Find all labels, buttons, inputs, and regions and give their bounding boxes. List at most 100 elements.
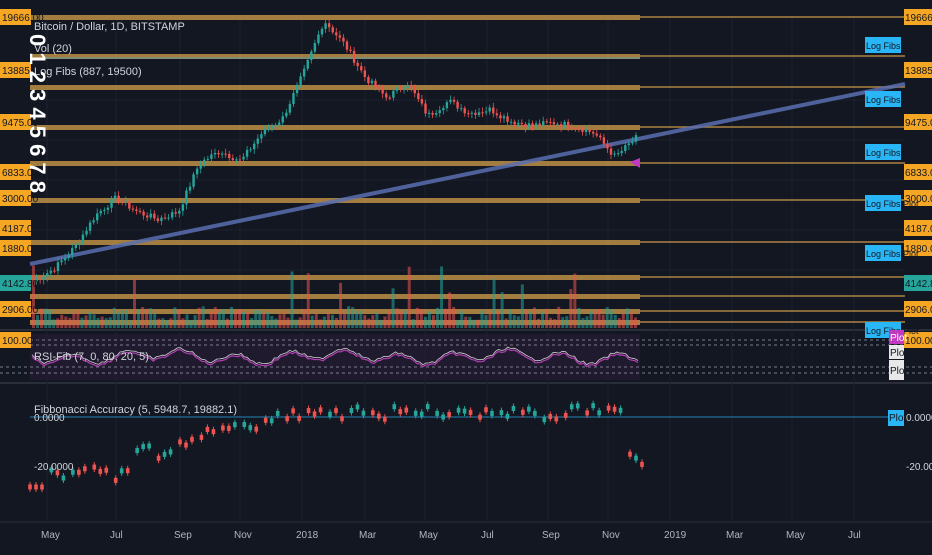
plot-tag-label: Log Fibs:Plot <box>866 199 919 209</box>
volume-bar <box>436 307 439 328</box>
volume-bar <box>391 288 395 328</box>
price-candle <box>49 270 53 274</box>
volume-legend[interactable]: Vol (20) <box>34 43 72 55</box>
fib-band <box>30 294 640 299</box>
price-candle <box>317 34 320 44</box>
time-axis[interactable]: May Jul Sep Nov 2018 Mar May Jul Sep Nov 2019 Mar Ma… <box>41 530 861 541</box>
volume-bar <box>545 308 549 328</box>
volume-bar <box>318 319 322 328</box>
volume-bar <box>193 315 197 328</box>
volume-bar <box>492 278 496 328</box>
price-candle <box>231 158 235 161</box>
volume-bar <box>213 307 217 328</box>
price-candle <box>238 159 242 161</box>
price-candle <box>434 113 438 115</box>
accuracy-point <box>40 484 44 490</box>
price-candle <box>402 88 406 90</box>
accuracy-point <box>383 416 387 422</box>
accuracy-point <box>83 466 87 472</box>
accuracy-point <box>548 413 553 419</box>
accuracy-point <box>312 411 317 417</box>
accuracy-point <box>211 429 216 435</box>
volume-bar <box>347 306 351 328</box>
accuracy-point <box>441 414 445 420</box>
symbol-title[interactable]: Bitcoin / Dollar, 1D, BITSTAMP <box>34 21 185 33</box>
accuracy-point <box>521 409 525 415</box>
rsi-legend[interactable]: RSI-Fib (7, 0, 80, 20, 5) <box>34 351 149 363</box>
price-candle <box>178 210 181 214</box>
price-candle <box>477 112 481 115</box>
price-candle <box>563 121 566 127</box>
volume-bar <box>537 318 540 328</box>
price-candle <box>128 201 131 209</box>
price-candle <box>395 87 399 91</box>
accuracy-legend[interactable]: Fibbonacci Accuracy (5, 5948.7, 19882.1) <box>34 404 237 416</box>
accuracy-point <box>275 410 280 416</box>
volume-bar <box>488 312 492 328</box>
volume-bar <box>145 308 149 328</box>
plot-tag-label: Log Fibs:Plot <box>866 148 919 158</box>
accuracy-point <box>340 416 344 422</box>
accuracy-point <box>398 409 403 415</box>
volume-bar <box>343 313 347 328</box>
left-price-tag-label: 1880.00 <box>2 244 39 255</box>
price-candle <box>185 190 188 205</box>
volume-bar <box>153 313 157 328</box>
log-fibs-legend[interactable]: Log Fibs (887, 19500) <box>34 66 142 78</box>
volume-bar <box>419 308 423 328</box>
volume-bar <box>44 308 48 328</box>
volume-bar <box>456 319 460 328</box>
price-candle <box>406 85 409 89</box>
volume-bar <box>326 312 330 328</box>
log-fibs-plot-tags: Log Fibs:Plot Log Fibs:Plot Log Fibs:Plot L… <box>865 37 919 338</box>
time-axis-label: Nov <box>234 530 252 541</box>
volume-bar <box>141 307 145 328</box>
price-candle <box>481 112 484 114</box>
price-candle <box>213 152 217 155</box>
accuracy-point <box>113 477 118 483</box>
price-candle <box>310 51 313 60</box>
volume-bar <box>84 315 88 328</box>
price-candle <box>60 260 63 263</box>
price-candle <box>249 149 252 151</box>
left-price-tag <box>0 301 31 317</box>
accuracy-point <box>612 406 617 412</box>
price-candle <box>349 49 352 51</box>
volume-bar <box>609 309 613 328</box>
volume-bar <box>464 316 468 328</box>
volume-bar <box>549 317 553 328</box>
volume-bar <box>593 310 597 328</box>
price-candle <box>163 217 167 219</box>
accuracy-point <box>221 425 225 431</box>
volume-bar <box>52 319 56 328</box>
price-candle <box>591 131 595 134</box>
plot-tag <box>865 195 901 211</box>
price-candle <box>449 99 452 103</box>
volume-bar <box>528 311 532 328</box>
accuracy-zero-label-left: 0.0000 <box>34 413 65 424</box>
volume-bar <box>597 309 601 328</box>
right-price-tag-label: 19666.00 <box>905 13 932 24</box>
time-axis-label: May <box>786 530 805 541</box>
volume-bar <box>589 311 593 328</box>
accuracy-point <box>184 442 188 448</box>
price-candle <box>445 102 449 109</box>
price-candle <box>513 121 516 125</box>
left-price-tag <box>0 190 31 206</box>
volume-bar <box>500 292 504 328</box>
price-candle <box>420 99 424 104</box>
trend-line[interactable] <box>29 82 906 266</box>
price-candle <box>331 27 334 33</box>
left-price-tag <box>0 275 31 291</box>
price-candle <box>484 111 488 113</box>
accuracy-point <box>468 409 473 415</box>
volume-bar <box>375 312 379 328</box>
accuracy-point <box>297 415 301 421</box>
accuracy-point <box>484 407 488 413</box>
volume-bar <box>68 317 72 328</box>
price-candle <box>531 123 534 126</box>
accuracy-point <box>371 410 375 416</box>
left-price-tag-label: 9475.00 <box>2 118 39 129</box>
